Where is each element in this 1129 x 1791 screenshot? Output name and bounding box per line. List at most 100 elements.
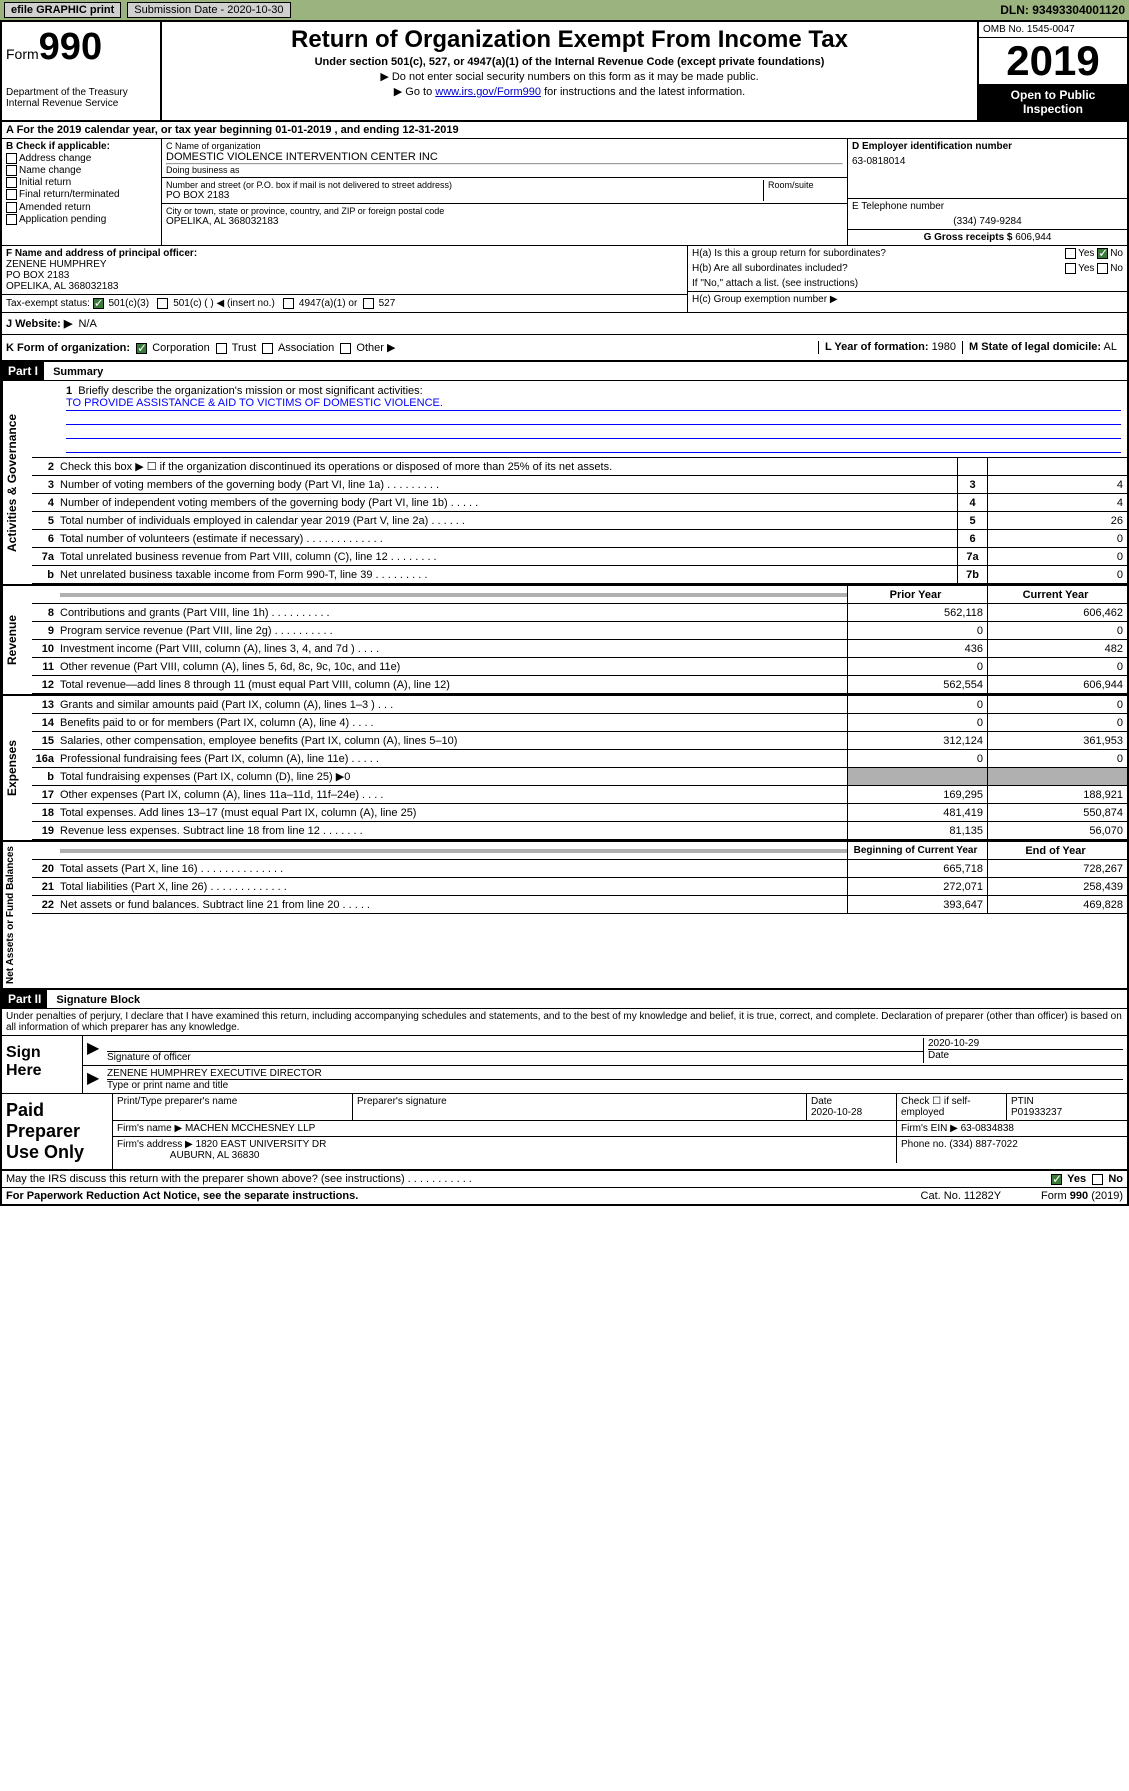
box-hb: H(b) Are all subordinates included? Yes … <box>688 261 1127 276</box>
ptin: P01933237 <box>1011 1107 1062 1118</box>
net-header: Beginning of Current Year End of Year <box>32 842 1127 860</box>
ein-label: D Employer identification number <box>852 141 1123 152</box>
form-number: 990 <box>39 26 102 68</box>
irs-link[interactable]: www.irs.gov/Form990 <box>435 86 541 98</box>
check-amended[interactable]: Amended return <box>6 202 157 213</box>
discuss-row: May the IRS discuss this return with the… <box>2 1171 1127 1188</box>
prep-sig-hdr: Preparer's signature <box>353 1094 807 1120</box>
side-expenses: Expenses <box>2 696 32 840</box>
firm-ein: 63-0834838 <box>961 1123 1014 1134</box>
check-app-pending[interactable]: Application pending <box>6 214 157 225</box>
submission-date: Submission Date - 2020-10-30 <box>127 2 290 18</box>
firm-addr: 1820 EAST UNIVERSITY DR <box>196 1139 327 1150</box>
line-3: 3Number of voting members of the governi… <box>32 476 1127 494</box>
city-label: City or town, state or province, country… <box>166 206 843 216</box>
line-4: 4Number of independent voting members of… <box>32 494 1127 512</box>
efile-btn[interactable]: efile GRAPHIC print <box>4 2 121 18</box>
line-14: 14Benefits paid to or for members (Part … <box>32 714 1127 732</box>
firm-phone: (334) 887-7022 <box>949 1139 1017 1150</box>
check-4947[interactable] <box>283 298 294 309</box>
form-title: Return of Organization Exempt From Incom… <box>166 26 973 54</box>
box-ha: H(a) Is this a group return for subordin… <box>688 246 1127 261</box>
ha-no[interactable] <box>1097 248 1108 259</box>
gross-value: 606,944 <box>1015 232 1051 243</box>
omb-number: OMB No. 1545-0047 <box>979 22 1127 38</box>
side-netassets: Net Assets or Fund Balances <box>2 842 32 988</box>
top-bar: efile GRAPHIC print Submission Date - 20… <box>0 0 1129 20</box>
check-address-change[interactable]: Address change <box>6 153 157 164</box>
line-15: 15Salaries, other compensation, employee… <box>32 732 1127 750</box>
check-initial-return[interactable]: Initial return <box>6 177 157 188</box>
org-address: PO BOX 2183 <box>166 190 763 201</box>
discuss-yes[interactable] <box>1051 1174 1062 1185</box>
side-revenue: Revenue <box>2 586 32 694</box>
discuss-no[interactable] <box>1092 1174 1103 1185</box>
box-m: M State of legal domicile: AL <box>962 341 1123 354</box>
ein-value: 63-0818014 <box>852 156 1123 167</box>
check-501c3[interactable] <box>93 298 104 309</box>
line-21: 21Total liabilities (Part X, line 26) . … <box>32 878 1127 896</box>
check-501c[interactable] <box>157 298 168 309</box>
k-assoc[interactable] <box>262 343 273 354</box>
tax-exempt-status: Tax-exempt status: 501(c)(3) 501(c) ( ) … <box>2 295 687 312</box>
goto-line: ▶ Go to www.irs.gov/Form990 for instruct… <box>166 85 973 98</box>
name-label: C Name of organization <box>166 141 843 151</box>
line-9: 9Program service revenue (Part VIII, lin… <box>32 622 1127 640</box>
sign-here-block: Sign Here ▶ Signature of officer 2020-10… <box>2 1036 1127 1094</box>
room-label: Room/suite <box>768 180 843 190</box>
dln: DLN: 93493304001120 <box>1000 3 1125 17</box>
org-name: DOMESTIC VIOLENCE INTERVENTION CENTER IN… <box>166 151 843 163</box>
open-public: Open to Public Inspection <box>979 84 1127 120</box>
footer: For Paperwork Reduction Act Notice, see … <box>2 1188 1127 1204</box>
part1-title: Summary <box>47 364 109 380</box>
check-527[interactable] <box>363 298 374 309</box>
k-trust[interactable] <box>216 343 227 354</box>
org-city: OPELIKA, AL 368032183 <box>166 216 843 227</box>
gross-label: G Gross receipts $ <box>924 232 1013 243</box>
mission-block: 1 Briefly describe the organization's mi… <box>32 381 1127 458</box>
form-label: Form <box>6 46 39 62</box>
firm-name: MACHEN MCCHESNEY LLP <box>185 1123 315 1134</box>
line-18: 18Total expenses. Add lines 13–17 (must … <box>32 804 1127 822</box>
box-b: B Check if applicable: Address change Na… <box>2 139 162 245</box>
form-number-block: Form990 Department of the Treasury Inter… <box>2 22 162 120</box>
ha-yes[interactable] <box>1065 248 1076 259</box>
paid-preparer-block: Paid Preparer Use Only Print/Type prepar… <box>2 1094 1127 1171</box>
hb-note: If "No," attach a list. (see instruction… <box>688 276 1127 292</box>
side-governance: Activities & Governance <box>2 381 32 584</box>
line-12: 12Total revenue—add lines 8 through 11 (… <box>32 676 1127 694</box>
line-6: 6Total number of volunteers (estimate if… <box>32 530 1127 548</box>
prep-date: 2020-10-28 <box>811 1107 862 1118</box>
line-11: 11Other revenue (Part VIII, column (A), … <box>32 658 1127 676</box>
part2-title: Signature Block <box>50 992 146 1008</box>
line-20: 20Total assets (Part X, line 16) . . . .… <box>32 860 1127 878</box>
self-emp: Check ☐ if self-employed <box>897 1094 1007 1120</box>
part1-hdr: Part I <box>2 362 44 380</box>
k-other[interactable] <box>340 343 351 354</box>
k-corp[interactable] <box>136 343 147 354</box>
check-final-return[interactable]: Final return/terminated <box>6 189 157 200</box>
hb-yes[interactable] <box>1065 263 1076 274</box>
hb-no[interactable] <box>1097 263 1108 274</box>
line-b: bNet unrelated business taxable income f… <box>32 566 1127 584</box>
box-j: J Website: ▶ N/A <box>2 313 1127 335</box>
sig-date: 2020-10-29 <box>928 1038 1123 1050</box>
phone-label: E Telephone number <box>852 201 1123 212</box>
form-subtitle: Under section 501(c), 527, or 4947(a)(1)… <box>166 56 973 68</box>
officer-name: ZENENE HUMPHREY EXECUTIVE DIRECTOR <box>107 1068 1123 1080</box>
line-22: 22Net assets or fund balances. Subtract … <box>32 896 1127 914</box>
box-k: K Form of organization: Corporation Trus… <box>2 335 1127 362</box>
line-5: 5Total number of individuals employed in… <box>32 512 1127 530</box>
ssn-notice: ▶ Do not enter social security numbers o… <box>166 70 973 83</box>
tax-period: A For the 2019 calendar year, or tax yea… <box>2 122 1127 139</box>
phone-value: (334) 749-9284 <box>852 216 1123 227</box>
box-hc: H(c) Group exemption number ▶ <box>688 292 1127 307</box>
box-f: F Name and address of principal officer:… <box>2 246 687 295</box>
part2-hdr: Part II <box>2 990 47 1008</box>
sig-officer-label: Signature of officer <box>107 1052 923 1063</box>
check-name-change[interactable]: Name change <box>6 165 157 176</box>
dba-label: Doing business as <box>166 165 843 175</box>
line-8: 8Contributions and grants (Part VIII, li… <box>32 604 1127 622</box>
box-b-label: B Check if applicable: <box>6 141 157 152</box>
mission-text: TO PROVIDE ASSISTANCE & AID TO VICTIMS O… <box>66 397 1121 411</box>
